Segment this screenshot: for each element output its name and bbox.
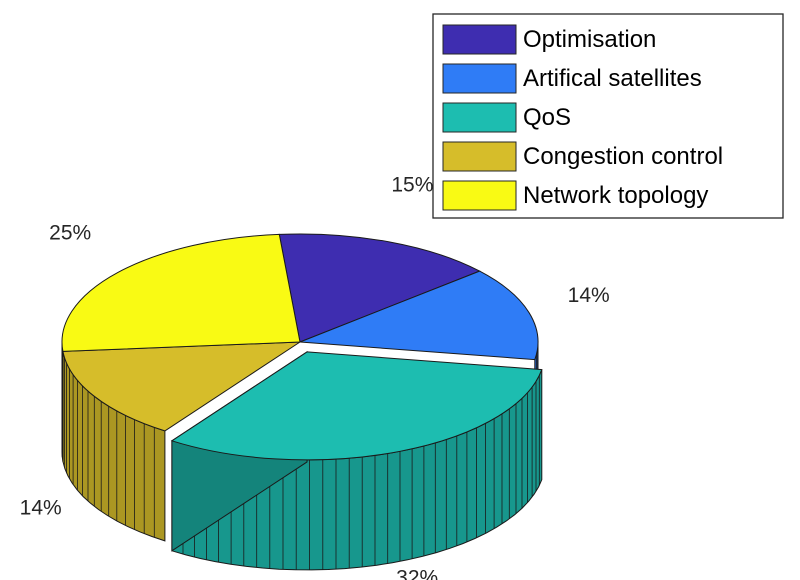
percent-label-artifical-satellites: 14% (568, 284, 610, 307)
pie-percent-labels: 15% 14% 32% 14% 25% (20, 174, 610, 580)
legend-swatch-network-topology (442, 180, 517, 211)
percent-label-qos: 32% (396, 567, 438, 580)
legend-swatch-optimisation (442, 24, 517, 55)
slice-congestion-control (62, 341, 302, 432)
percent-label-congestion-control: 14% (20, 497, 62, 520)
slice-side-ridges-congestion-control (64, 357, 155, 538)
legend-label-artifical-satellites: Artifical satellites (523, 65, 702, 92)
legend-swatch-artifical-satellites (442, 63, 517, 94)
legend-swatch-qos (442, 102, 517, 133)
legend-swatch-congestion-control (442, 141, 517, 172)
legend-label-network-topology: Network topology (523, 182, 708, 209)
legend-label-optimisation: Optimisation (523, 26, 656, 53)
percent-label-network-topology: 25% (49, 222, 91, 245)
legend-label-congestion-control: Congestion control (523, 143, 723, 170)
pie-top-faces (61, 233, 543, 461)
percent-label-optimisation: 15% (391, 174, 433, 197)
legend: Optimisation Artifical satellites QoS Conge… (432, 13, 784, 219)
legend-label-qos: QoS (523, 104, 571, 131)
slice-optimisation (278, 233, 481, 343)
slice-qos (170, 351, 543, 461)
slice-network-topology (61, 233, 301, 352)
slice-artifical-satellites (299, 270, 539, 361)
